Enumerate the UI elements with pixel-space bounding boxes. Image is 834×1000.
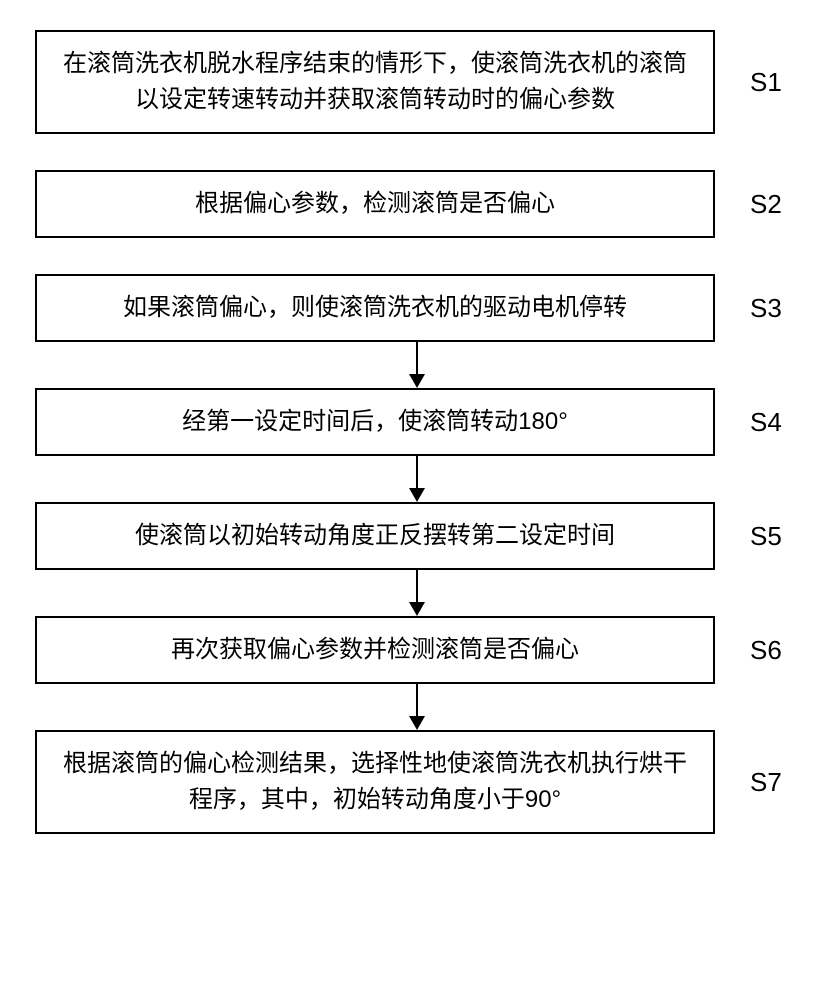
arrow-line: [416, 342, 418, 374]
step-label-s3: S3: [750, 293, 782, 324]
connector-s3-s4: [77, 342, 757, 388]
connector-s5-s6: [77, 570, 757, 616]
step-row-s3: 如果滚筒偏心，则使滚筒洗衣机的驱动电机停转 S3: [35, 274, 799, 342]
step-label-s7: S7: [750, 767, 782, 798]
step-label-s2: S2: [750, 189, 782, 220]
arrow-head-icon: [409, 602, 425, 616]
step-label-s6: S6: [750, 635, 782, 666]
step-box-s3: 如果滚筒偏心，则使滚筒洗衣机的驱动电机停转: [35, 274, 715, 342]
step-row-s4: 经第一设定时间后，使滚筒转动180° S4: [35, 388, 799, 456]
step-row-s5: 使滚筒以初始转动角度正反摆转第二设定时间 S5: [35, 502, 799, 570]
arrow-line: [416, 684, 418, 716]
step-row-s6: 再次获取偏心参数并检测滚筒是否偏心 S6: [35, 616, 799, 684]
step-text-s3: 如果滚筒偏心，则使滚筒洗衣机的驱动电机停转: [123, 290, 627, 326]
step-text-s6: 再次获取偏心参数并检测滚筒是否偏心: [171, 632, 579, 668]
arrow-head-icon: [409, 716, 425, 730]
step-box-s4: 经第一设定时间后，使滚筒转动180°: [35, 388, 715, 456]
arrow-line: [416, 570, 418, 602]
connector-s6-s7: [77, 684, 757, 730]
arrow-head-icon: [409, 374, 425, 388]
arrow-line: [416, 456, 418, 488]
step-label-s1: S1: [750, 67, 782, 98]
gap-s2-s3: [77, 238, 757, 274]
step-text-s5: 使滚筒以初始转动角度正反摆转第二设定时间: [135, 518, 615, 554]
step-label-s4: S4: [750, 407, 782, 438]
step-box-s6: 再次获取偏心参数并检测滚筒是否偏心: [35, 616, 715, 684]
step-box-s7: 根据滚筒的偏心检测结果，选择性地使滚筒洗衣机执行烘干程序，其中，初始转动角度小于…: [35, 730, 715, 834]
step-box-s5: 使滚筒以初始转动角度正反摆转第二设定时间: [35, 502, 715, 570]
step-box-s1: 在滚筒洗衣机脱水程序结束的情形下，使滚筒洗衣机的滚筒以设定转速转动并获取滚筒转动…: [35, 30, 715, 134]
step-row-s7: 根据滚筒的偏心检测结果，选择性地使滚筒洗衣机执行烘干程序，其中，初始转动角度小于…: [35, 730, 799, 834]
step-text-s2: 根据偏心参数，检测滚筒是否偏心: [195, 186, 555, 222]
step-box-s2: 根据偏心参数，检测滚筒是否偏心: [35, 170, 715, 238]
arrow-head-icon: [409, 488, 425, 502]
step-text-s4: 经第一设定时间后，使滚筒转动180°: [182, 404, 568, 440]
gap-s1-s2: [77, 134, 757, 170]
step-row-s2: 根据偏心参数，检测滚筒是否偏心 S2: [35, 170, 799, 238]
step-label-s5: S5: [750, 521, 782, 552]
step-text-s1: 在滚筒洗衣机脱水程序结束的情形下，使滚筒洗衣机的滚筒以设定转速转动并获取滚筒转动…: [57, 46, 693, 118]
step-text-s7: 根据滚筒的偏心检测结果，选择性地使滚筒洗衣机执行烘干程序，其中，初始转动角度小于…: [57, 746, 693, 818]
connector-s4-s5: [77, 456, 757, 502]
flowchart-container: 在滚筒洗衣机脱水程序结束的情形下，使滚筒洗衣机的滚筒以设定转速转动并获取滚筒转动…: [35, 30, 799, 834]
step-row-s1: 在滚筒洗衣机脱水程序结束的情形下，使滚筒洗衣机的滚筒以设定转速转动并获取滚筒转动…: [35, 30, 799, 134]
